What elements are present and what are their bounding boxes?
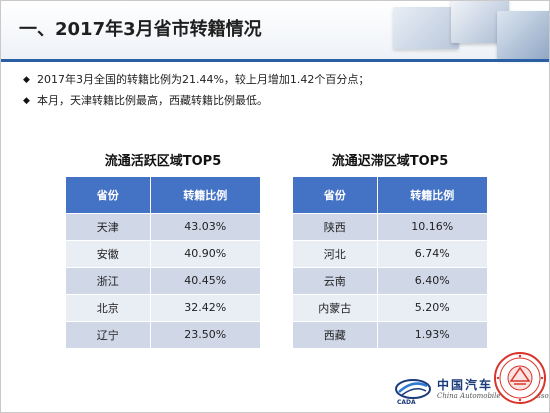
stagnant-region-table-block: 流通迟滞区域TOP5 省份 转籍比例 陕西 10.16% 河北 6.74% 云南 6.…	[293, 153, 487, 348]
footer-logo: 中国汽车 China Automobile Dealers Associatio…	[393, 377, 549, 401]
table-row: 西藏 1.93%	[293, 320, 487, 348]
province-cell: 安徽	[66, 239, 151, 267]
ratio-cell: 32.42%	[150, 293, 260, 321]
stagnant-region-table: 省份 转籍比例 陕西 10.16% 河北 6.74% 云南 6.40% 内蒙古 5.20…	[293, 177, 487, 348]
ratio-cell: 40.90%	[150, 239, 260, 267]
decorative-cube	[497, 11, 549, 59]
table-header-row: 省份 转籍比例	[66, 177, 260, 213]
table-title: 流通活跃区域TOP5	[104, 154, 222, 169]
ratio-cell: 1.93%	[377, 320, 487, 348]
column-header-ratio: 转籍比例	[150, 177, 260, 213]
ratio-cell: 5.20%	[377, 293, 487, 321]
column-header-province: 省份	[293, 177, 378, 213]
table-row: 浙江 40.45%	[66, 266, 260, 294]
table-row: 北京 32.42%	[66, 293, 260, 321]
table-row: 辽宁 23.50%	[66, 320, 260, 348]
column-header-ratio: 转籍比例	[377, 177, 487, 213]
column-header-province: 省份	[66, 177, 151, 213]
table-row: 内蒙古 5.20%	[293, 293, 487, 321]
table-title: 流通迟滞区域TOP5	[331, 154, 449, 169]
header-divider	[1, 59, 549, 62]
province-cell: 浙江	[66, 266, 151, 294]
province-cell: 云南	[293, 266, 378, 294]
bullet-list: ◆ 2017年3月全国的转籍比例为21.44%，较上月增加1.42个百分点； ◆…	[23, 73, 369, 115]
cada-logo-icon	[395, 379, 431, 399]
table-header-row: 省份 转籍比例	[293, 177, 487, 213]
decorative-cube	[393, 7, 459, 49]
bullet-text: 2017年3月全国的转籍比例为21.44%，较上月增加1.42个百分点；	[37, 73, 370, 86]
province-cell: 辽宁	[66, 320, 151, 348]
table-row: 安徽 40.90%	[66, 239, 260, 267]
province-cell: 内蒙古	[293, 293, 378, 321]
table-row: 陕西 10.16%	[293, 212, 487, 240]
ratio-cell: 40.45%	[150, 266, 260, 294]
province-cell: 陕西	[293, 212, 378, 240]
logo-english-name: China Automobile Dealers Association	[437, 391, 549, 400]
bullet-text: 本月，天津转籍比例最高，西藏转籍比例最低。	[37, 94, 268, 107]
province-cell: 北京	[66, 293, 151, 321]
bullet-item: ◆ 本月，天津转籍比例最高，西藏转籍比例最低。	[23, 94, 369, 115]
active-region-table: 省份 转籍比例 天津 43.03% 安徽 40.90% 浙江 40.45% 北京 32.…	[66, 177, 260, 348]
association-seal-icon	[494, 352, 546, 404]
diamond-bullet-icon: ◆	[23, 75, 30, 85]
logo-chinese-name: 中国汽车	[437, 377, 494, 392]
ratio-cell: 6.74%	[377, 239, 487, 267]
active-region-table-block: 流通活跃区域TOP5 省份 转籍比例 天津 43.03% 安徽 40.90% 浙江 4…	[66, 153, 260, 348]
logo-text: 中国汽车 China Automobile Dealers Associatio…	[437, 377, 549, 401]
province-cell: 天津	[66, 212, 151, 240]
ratio-cell: 23.50%	[150, 320, 260, 348]
diamond-bullet-icon: ◆	[23, 96, 30, 106]
table-row: 天津 43.03%	[66, 212, 260, 240]
logo-abbreviation: CADA	[397, 399, 416, 406]
bullet-item: ◆ 2017年3月全国的转籍比例为21.44%，较上月增加1.42个百分点；	[23, 73, 369, 94]
table-row: 河北 6.74%	[293, 239, 487, 267]
ratio-cell: 10.16%	[377, 212, 487, 240]
province-cell: 河北	[293, 239, 378, 267]
ratio-cell: 6.40%	[377, 266, 487, 294]
province-cell: 西藏	[293, 320, 378, 348]
slide-title: 一、2017年3月省市转籍情况	[19, 19, 262, 40]
ratio-cell: 43.03%	[150, 212, 260, 240]
table-row: 云南 6.40%	[293, 266, 487, 294]
